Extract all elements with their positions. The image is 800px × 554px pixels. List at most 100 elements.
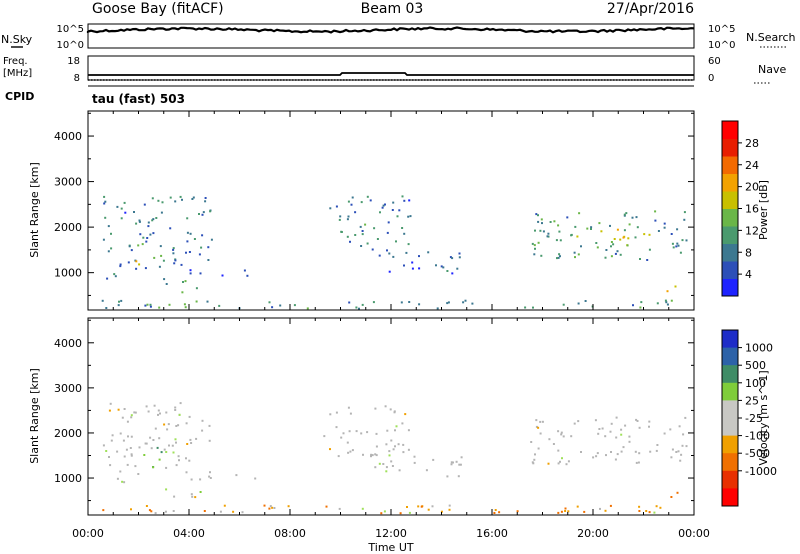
power-cell — [147, 221, 150, 224]
power-cell — [614, 252, 617, 255]
velocity-cell — [635, 418, 638, 421]
x-tick-label: 20:00 — [577, 527, 609, 540]
power-cell — [386, 249, 388, 252]
power-cell — [440, 265, 443, 268]
velocity-cell — [175, 425, 178, 427]
power-cell — [623, 229, 626, 232]
velocity-cell — [137, 473, 140, 475]
velocity-cell — [167, 423, 170, 426]
velocity-cell — [383, 510, 386, 513]
velocity-cell — [431, 505, 434, 508]
power-cell — [679, 251, 682, 254]
velocity-cell — [402, 451, 405, 454]
y-tick-label: 2000 — [54, 427, 82, 440]
power-cell — [120, 217, 123, 220]
velocity-cell — [153, 404, 156, 407]
freq-tick-top: 18 — [67, 56, 80, 67]
power-cell — [685, 239, 688, 242]
velocity-cell — [402, 443, 405, 446]
velocity-cell — [560, 433, 563, 436]
velocity-cell — [609, 430, 612, 433]
power-cell — [556, 257, 558, 260]
velocity-cell — [610, 422, 613, 425]
power-colorbar: 4 8 12 16 20 24 28 Power [dB] — [721, 120, 770, 297]
power-cell — [654, 210, 657, 213]
velocity-cell — [158, 458, 161, 461]
velocity-colorbar-tick: -25 — [745, 412, 763, 425]
velocity-cell — [185, 471, 188, 474]
power-cell — [683, 211, 686, 214]
velocity-cell — [325, 505, 328, 508]
velocity-colorbar-tick: -500 — [745, 447, 770, 460]
power-cell — [418, 267, 421, 270]
power-cell — [533, 253, 536, 256]
power-cell — [666, 290, 669, 293]
power-cell — [533, 244, 536, 247]
velocity-colorbar-swatch — [722, 488, 738, 507]
power-cell — [639, 258, 641, 260]
power-cell — [202, 211, 205, 214]
velocity-cell — [541, 420, 544, 423]
velocity-cell — [375, 454, 378, 457]
velocity-cell — [337, 455, 340, 458]
velocity-cell — [130, 414, 133, 417]
power-cell — [672, 246, 675, 249]
velocity-cell — [676, 491, 679, 494]
nave-tick-top: 60 — [708, 56, 721, 67]
velocity-cell — [323, 435, 326, 438]
velocity-cell — [173, 495, 176, 498]
velocity-cell — [374, 407, 377, 410]
velocity-colorbar-label: Velocity [m s^-1] — [757, 370, 770, 465]
power-cell — [677, 244, 680, 247]
power-cell — [403, 232, 406, 235]
velocity-cell — [394, 445, 396, 448]
velocity-cell — [384, 405, 387, 408]
power-cell — [531, 242, 534, 245]
power-cell — [279, 304, 282, 307]
power-colorbar-swatch — [722, 243, 738, 262]
power-cell — [427, 251, 430, 254]
power-cell — [138, 263, 141, 266]
velocity-cell — [125, 448, 128, 451]
power-cell — [553, 220, 556, 223]
power-cell — [541, 222, 543, 225]
power-cell — [184, 306, 187, 309]
power-cell — [596, 246, 599, 249]
velocity-cell — [348, 430, 351, 433]
velocity-cell — [599, 507, 601, 510]
power-cell — [409, 215, 412, 218]
velocity-cell — [232, 510, 235, 513]
velocity-cell — [178, 413, 181, 416]
power-cell — [683, 218, 686, 221]
power-cell — [540, 218, 543, 221]
velocity-cell — [163, 423, 166, 426]
velocity-cell — [583, 510, 586, 513]
power-colorbar-tick: 16 — [745, 203, 759, 216]
velocity-cell — [413, 461, 416, 464]
power-cell — [118, 300, 120, 303]
velocity-cell — [417, 505, 420, 508]
power-cell — [159, 245, 162, 248]
velocity-cell — [670, 456, 673, 459]
velocity-cell — [636, 420, 639, 422]
velocity-cell — [539, 420, 542, 423]
power-cell — [391, 209, 394, 211]
power-cell — [625, 212, 628, 215]
velocity-cell — [498, 511, 501, 514]
power-cell — [180, 263, 183, 266]
power-colorbar-swatch — [722, 226, 738, 244]
velocity-cell — [389, 408, 392, 411]
velocity-cell — [432, 458, 435, 461]
power-cell — [143, 203, 146, 206]
velocity-cell — [208, 475, 211, 478]
velocity-cell — [338, 507, 341, 510]
freq-tick-bottom: 8 — [74, 73, 80, 84]
power-cell — [103, 202, 106, 205]
velocity-cell — [638, 426, 641, 429]
velocity-cell — [111, 434, 114, 437]
power-cell — [634, 236, 637, 239]
power-cell — [590, 228, 592, 230]
cpid-label: CPID — [5, 90, 34, 103]
power-cell — [403, 264, 405, 267]
noise-panel: N.Sky 10^5 10^0 10^5 10^0 N.Search — [1, 23, 796, 51]
